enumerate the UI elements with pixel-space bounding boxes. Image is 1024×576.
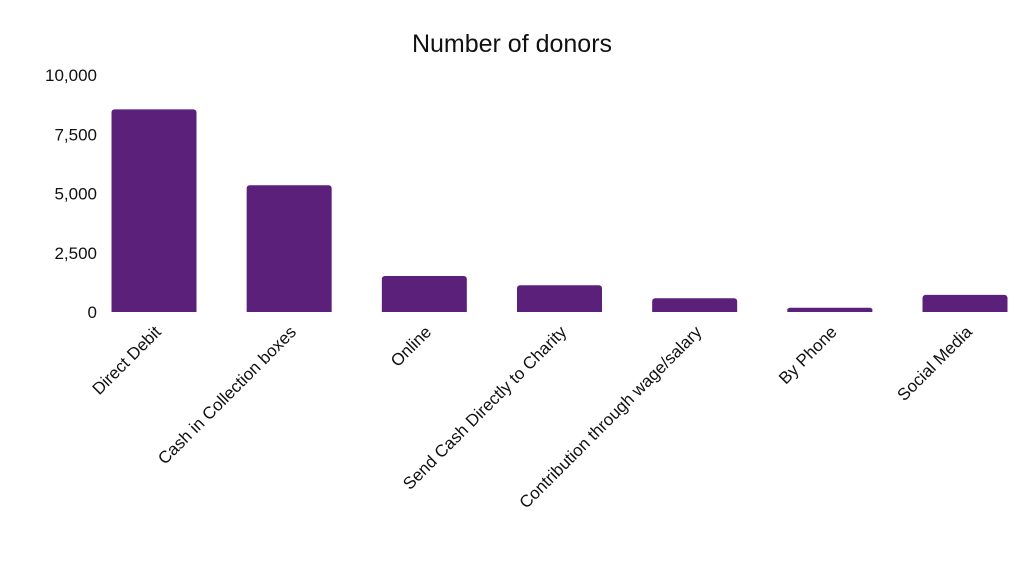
bar-base [381, 309, 467, 312]
bar [246, 185, 332, 312]
bar-base [787, 309, 873, 312]
x-tick-label: Online [387, 322, 435, 370]
x-tick-label: By Phone [775, 322, 841, 388]
bar [517, 285, 602, 312]
x-tick-label: Direct Debit [89, 322, 165, 398]
bar [922, 294, 1008, 312]
x-tick-label: Send Cash Directly to Charity [399, 322, 570, 493]
chart-title: Number of donors [412, 30, 612, 58]
bar [652, 298, 738, 312]
bar-base [922, 309, 1008, 312]
bars [111, 109, 1008, 313]
y-tick-label: 7,500 [54, 125, 97, 144]
y-tick-label: 5,000 [54, 185, 97, 204]
y-tick-label: 10,000 [45, 66, 97, 85]
bar [111, 109, 197, 313]
y-tick-label: 2,500 [54, 244, 97, 263]
bar [381, 275, 467, 312]
bar-base [517, 309, 602, 312]
bar-base [246, 309, 332, 312]
x-tick-label: Cash in Collection boxes [154, 322, 300, 468]
bar-base [111, 309, 197, 312]
y-axis: 0 2,500 5,000 7,500 10,000 [45, 66, 97, 322]
y-tick-label: 0 [88, 303, 97, 322]
x-tick-label: Social Media [894, 322, 977, 405]
bar-base [652, 309, 738, 312]
